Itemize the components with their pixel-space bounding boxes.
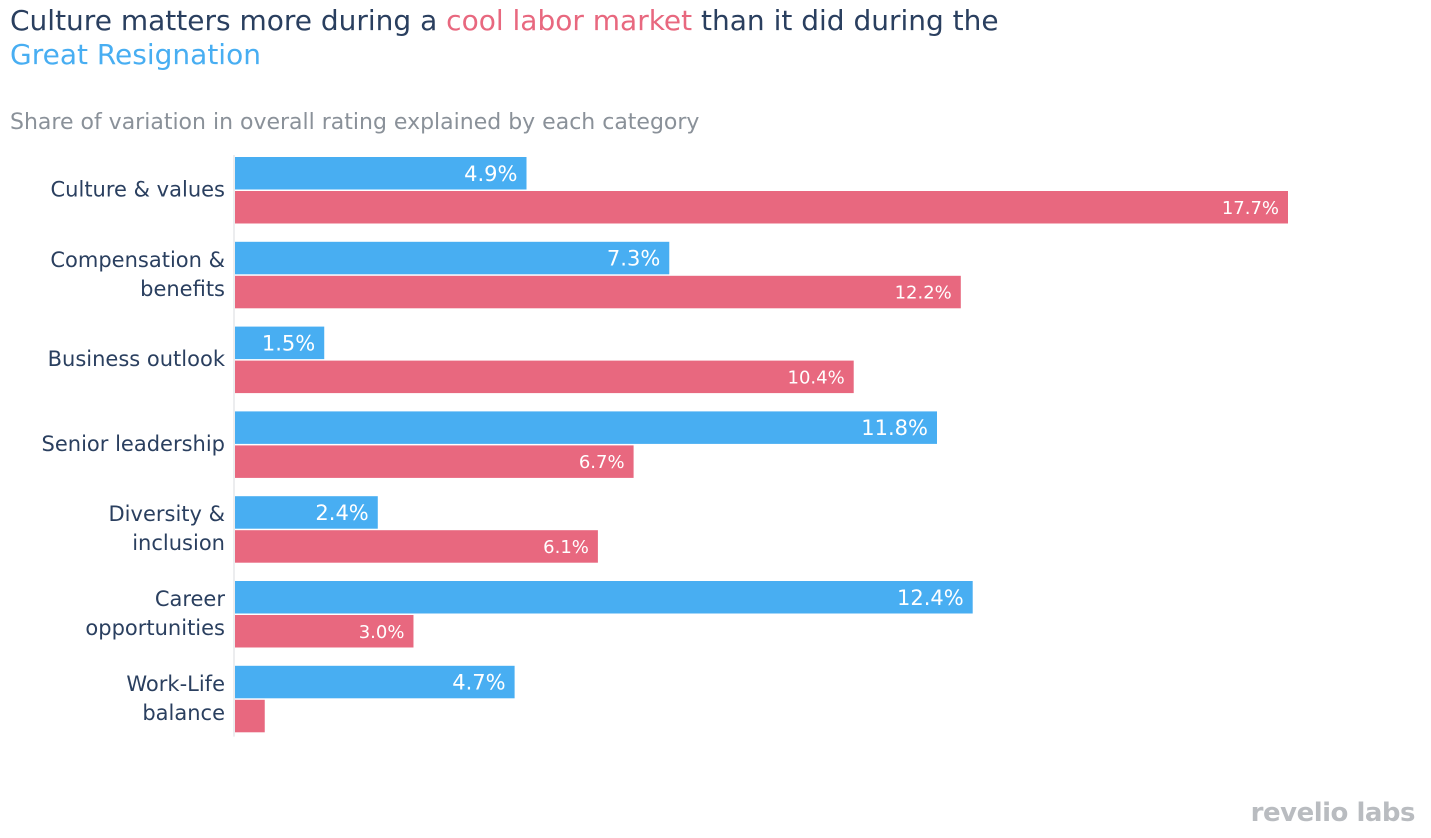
data-label-cool-market: 12.2% <box>895 283 952 304</box>
chart-title: Culture matters more during a cool labor… <box>10 4 1210 72</box>
bar-great-resignation <box>235 241 670 275</box>
title-highlight-great-resignation: Great Resignation <box>10 38 261 71</box>
bar-cool-market <box>235 191 1288 224</box>
data-label-great-resignation: 1.5% <box>262 331 315 355</box>
category-label: Compensation & benefits <box>50 248 225 301</box>
data-label-great-resignation: 2.4% <box>315 501 368 525</box>
data-label-cool-market: 17.7% <box>1222 198 1279 219</box>
bar-cool-market <box>235 530 598 563</box>
bar-great-resignation <box>235 581 973 614</box>
bar-cool-market <box>235 360 854 394</box>
bar-great-resignation <box>235 326 325 360</box>
bar-cool-market <box>235 445 634 478</box>
category-label: Business outlook <box>48 347 226 371</box>
bar-cool-market <box>235 699 265 733</box>
data-label-cool-market: 6.1% <box>543 537 589 558</box>
category-label: Senior leadership <box>42 432 225 456</box>
bar-great-resignation <box>235 411 937 444</box>
chart-subtitle: Share of variation in overall rating exp… <box>10 110 700 135</box>
category-label: Culture & values <box>51 178 225 202</box>
revelio-labs-logo: revelio labs <box>1250 798 1416 828</box>
data-label-great-resignation: 4.9% <box>464 162 517 186</box>
title-part-1: Culture matters more during a <box>10 4 447 37</box>
bar-cool-market <box>235 275 961 309</box>
category-label: Work-Life balance <box>126 672 225 725</box>
data-label-great-resignation: 11.8% <box>861 416 928 440</box>
bar-great-resignation <box>235 496 378 529</box>
bar-great-resignation <box>235 665 515 699</box>
category-label: Diversity & inclusion <box>109 502 225 555</box>
data-label-great-resignation: 7.3% <box>607 247 660 271</box>
data-label-cool-market: 10.4% <box>788 367 845 388</box>
bar-cool-market <box>235 615 414 648</box>
data-label-cool-market: 6.7% <box>579 452 625 473</box>
title-part-3: than it did during the <box>692 4 999 37</box>
data-label-great-resignation: 12.4% <box>897 586 964 610</box>
category-label: Career opportunities <box>85 587 225 640</box>
bar-great-resignation <box>235 157 527 190</box>
title-highlight-cool-market: cool labor market <box>446 4 693 37</box>
data-label-cool-market: 3.0% <box>359 622 405 643</box>
data-label-great-resignation: 4.7% <box>452 671 505 695</box>
